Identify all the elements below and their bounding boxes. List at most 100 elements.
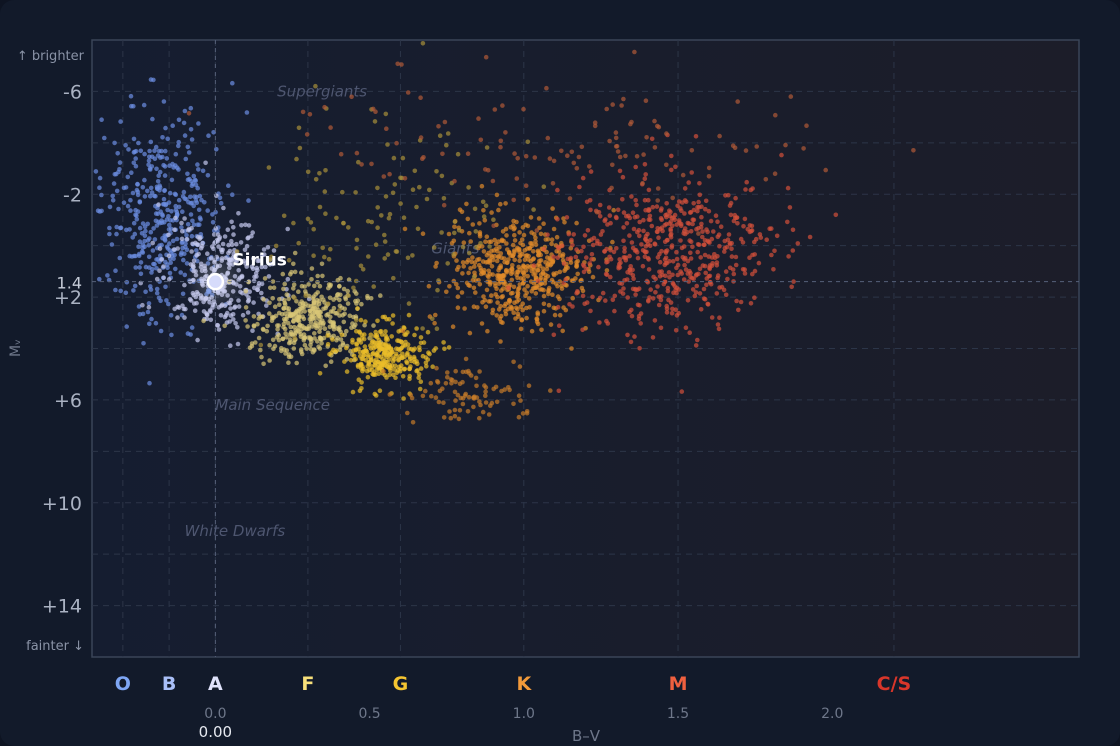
star-point [99, 117, 104, 122]
star-point [157, 268, 162, 274]
star-point [554, 270, 559, 276]
star-point [707, 240, 712, 245]
star-point [245, 310, 251, 315]
star-point [348, 358, 354, 363]
star-point [717, 243, 722, 249]
star-point [464, 201, 469, 207]
star-point [466, 394, 472, 400]
star-point [365, 293, 370, 299]
star-point [747, 255, 752, 260]
star-point [179, 250, 184, 255]
star-point [292, 269, 298, 275]
star-point [341, 319, 347, 325]
star-point [468, 239, 474, 244]
star-point [314, 325, 319, 331]
star-point [314, 300, 319, 306]
star-point [524, 315, 529, 321]
star-point [133, 163, 139, 169]
star-point [501, 272, 506, 278]
star-point [590, 274, 596, 280]
star-point [185, 222, 191, 227]
star-point [460, 271, 465, 276]
star-point [315, 339, 320, 344]
star-point [543, 277, 548, 283]
star-point [394, 249, 400, 254]
star-point [189, 249, 194, 254]
star-point [452, 178, 457, 184]
star-point [340, 340, 346, 346]
star-point [704, 282, 709, 288]
star-point [637, 346, 642, 351]
star-point [159, 148, 164, 154]
star-point [509, 277, 515, 283]
star-point [657, 251, 662, 257]
star-point [705, 301, 710, 307]
star-point [562, 220, 567, 225]
star-point [525, 223, 531, 229]
star-point [629, 313, 635, 319]
star-point [476, 116, 481, 121]
star-point [496, 254, 501, 260]
star-point [427, 187, 432, 193]
star-point [215, 322, 220, 328]
star-point [663, 260, 669, 266]
star-point [717, 133, 722, 139]
star-point [160, 236, 165, 241]
star-point [556, 249, 562, 254]
star-point [201, 318, 206, 324]
star-point [325, 342, 331, 347]
star-point [223, 313, 229, 318]
star-point [511, 401, 516, 407]
star-point [129, 254, 135, 259]
star-point [795, 241, 801, 246]
star-point [345, 301, 351, 306]
star-point [420, 41, 426, 46]
star-point [455, 294, 461, 300]
star-point [148, 139, 154, 145]
star-point [342, 359, 347, 364]
star-point [627, 253, 632, 259]
star-point [99, 192, 104, 198]
star-point [733, 262, 739, 268]
star-point [157, 169, 163, 175]
star-point [291, 220, 296, 226]
star-point [620, 197, 625, 202]
star-point [801, 146, 806, 151]
star-point [116, 206, 121, 212]
star-point [699, 221, 704, 227]
star-point [680, 172, 686, 178]
star-point [128, 93, 134, 99]
star-point [487, 244, 492, 249]
star-point [564, 215, 570, 220]
star-point [520, 225, 526, 230]
star-point [641, 217, 646, 223]
sirius-mv-readout: 1.4 [57, 274, 82, 293]
star-point [421, 340, 427, 345]
star-point [465, 151, 471, 156]
star-point [403, 339, 408, 345]
star-point [482, 218, 488, 223]
star-point [441, 415, 447, 420]
x-tick-label: 1.0 [513, 706, 535, 722]
star-point [356, 159, 361, 165]
star-point [673, 328, 679, 333]
star-point [158, 253, 163, 258]
star-point [124, 227, 129, 233]
star-point [116, 169, 121, 175]
star-point [243, 289, 249, 294]
star-point [131, 103, 136, 109]
star-point [301, 316, 307, 322]
star-point [504, 233, 509, 238]
star-point [669, 310, 675, 316]
star-point [161, 99, 167, 104]
star-point [498, 144, 503, 150]
star-point [489, 264, 495, 269]
star-point [506, 250, 512, 256]
star-point [656, 235, 661, 240]
star-point [565, 256, 571, 262]
star-point [714, 263, 720, 268]
star-point [379, 346, 385, 352]
star-point [136, 244, 141, 249]
star-point [423, 360, 429, 366]
star-point [678, 238, 683, 243]
